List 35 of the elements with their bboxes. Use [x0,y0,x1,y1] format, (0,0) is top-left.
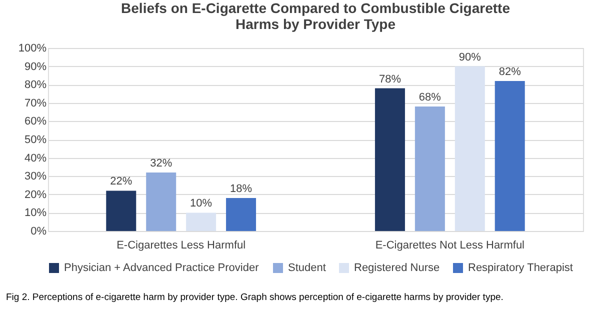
y-tick-label: 50% [24,134,47,146]
legend-label: Registered Nurse [354,262,440,274]
bar [414,106,445,231]
y-tick-label: 60% [24,116,47,128]
data-label: 82% [498,66,522,78]
bar [146,172,176,231]
legend-label: Physician + Advanced Practice Provider [64,262,260,274]
data-label: 68% [418,92,442,104]
legend-label: Student [288,262,326,274]
data-label: 22% [110,176,132,188]
y-tick-label: 100% [18,42,47,54]
data-label: 90% [458,51,482,64]
bar [226,198,256,231]
data-label: 10% [190,198,212,210]
chart-title: Beliefs on E-Cigarette Compared to Combustible Cigarette Harms by Provider Type [121,0,510,32]
bar [374,88,405,231]
x-tick-label: E-Cigarettes Not Less Harmful [375,240,525,252]
bar [186,212,216,231]
y-tick-label: 20% [24,188,47,201]
y-tick-label: 90% [24,60,47,73]
y-tick-label: 70% [24,97,47,110]
bar [454,66,485,231]
y-tick-label: 10% [24,207,47,220]
y-tick-label: 80% [24,79,47,92]
bar [494,80,525,231]
bar [106,190,136,231]
x-tick-label: E-Cigarettes Less Harmful [116,240,246,252]
caption: Fig 2. Perceptions of e-cigarette harm by provider type. Graph shows perception of e-cigarette harms by provider type. [6,292,504,303]
y-tick-label: 30% [24,170,47,183]
y-tick-label: 40% [24,152,47,164]
data-label: 78% [378,73,402,86]
y-tick-label: 0% [30,226,47,238]
data-label: 18% [230,183,252,196]
data-label: 32% [150,157,172,170]
legend-label: Respiratory Therapist [468,262,573,274]
